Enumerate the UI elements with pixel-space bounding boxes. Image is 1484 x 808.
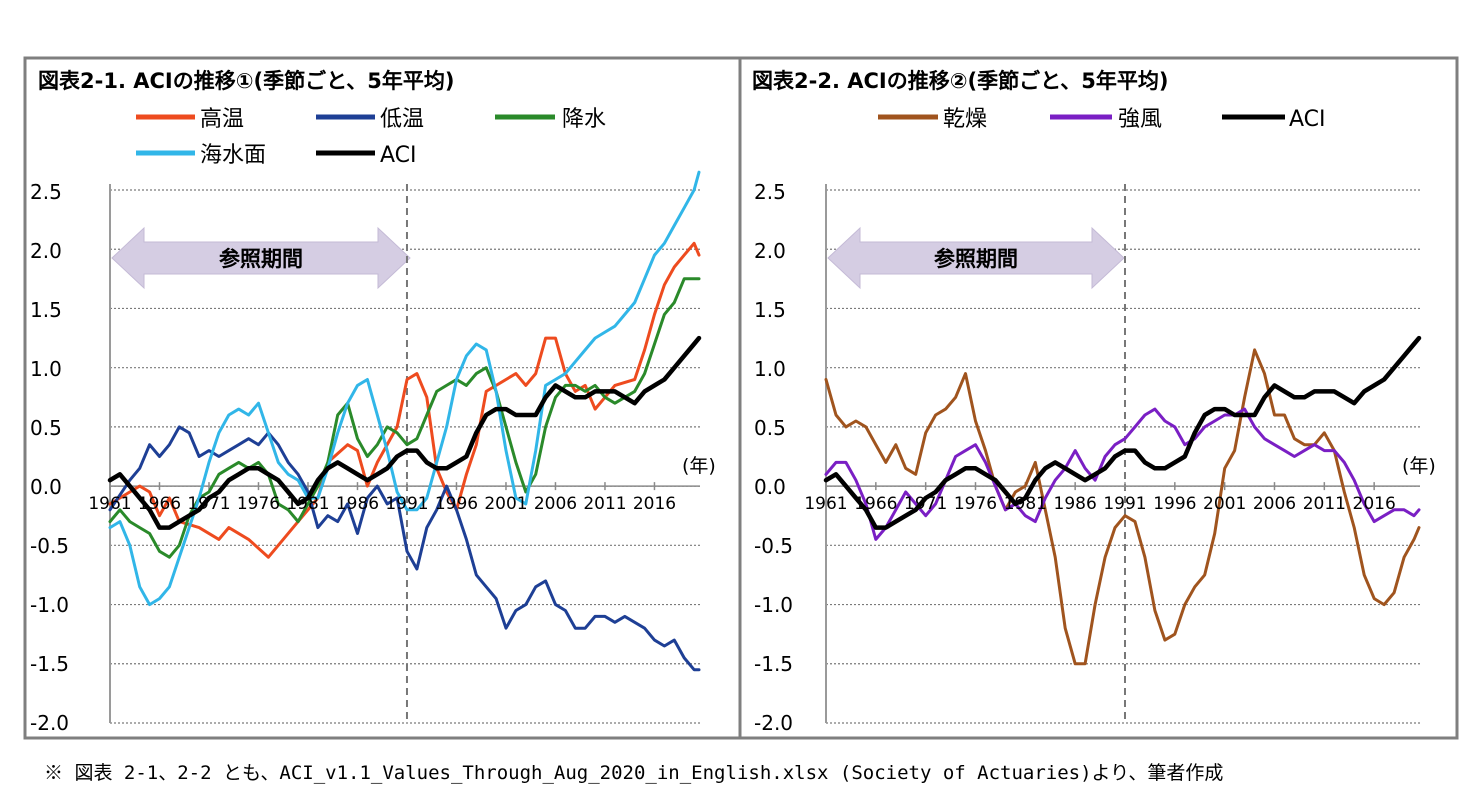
series-line — [108, 425, 701, 672]
x-unit-label: (年) — [1402, 455, 1436, 477]
legend-label: ACI — [1289, 107, 1326, 132]
y-tick-label: -1.5 — [30, 652, 69, 676]
y-tick-label: 0.0 — [30, 475, 62, 499]
y-tick-label: -1.5 — [754, 652, 793, 676]
reference-period-label: 参照期間 — [219, 247, 303, 271]
x-tick-label: 1986 — [1054, 494, 1097, 514]
legend-item: 強風 — [1050, 107, 1162, 132]
x-tick-label: 2016 — [633, 494, 676, 514]
x-tick-label: 2011 — [583, 494, 626, 514]
y-axis-ticks: 2.5 2.0 1.5 1.0 0.5 0.0 -0.5 -1.0 -1.5 -… — [754, 180, 793, 735]
series-line — [108, 241, 701, 559]
x-tick-label: 1961 — [88, 494, 131, 514]
legend-label: 海水面 — [200, 143, 266, 168]
reference-period-arrow-shape — [111, 226, 411, 290]
x-tick-label: 1971 — [904, 494, 947, 514]
x-tick-label: 1981 — [1004, 494, 1047, 514]
legend: 高温 低温 降水 海水面 ACI — [136, 107, 606, 168]
x-tick-label: 2006 — [1253, 494, 1296, 514]
series-line — [108, 277, 701, 559]
series-line — [824, 348, 1421, 666]
legend-item: ACI — [316, 143, 417, 168]
y-tick-label: -1.0 — [754, 593, 793, 617]
legend-item: 降水 — [495, 107, 606, 132]
x-tick-label: 2006 — [534, 494, 577, 514]
y-tick-label: -2.0 — [754, 711, 793, 735]
legend-item: 低温 — [316, 107, 424, 132]
x-tick-label: 1966 — [854, 494, 897, 514]
legend-label: ACI — [380, 143, 417, 168]
x-tick-label: 1976 — [237, 494, 280, 514]
y-tick-label: -2.0 — [30, 711, 69, 735]
x-tick-label: 2001 — [484, 494, 527, 514]
x-tick-label: 2001 — [1203, 494, 1246, 514]
x-unit-label: (年) — [682, 455, 716, 477]
reference-period-label: 参照期間 — [934, 247, 1018, 271]
reference-period-arrow: 参照期間 — [827, 226, 1125, 290]
legend-label: 降水 — [562, 107, 606, 132]
footnote: ※ 図表 2-1、2-2 とも、ACI_v1.1_Values_Through_… — [44, 762, 1224, 784]
y-tick-label: 0.5 — [30, 416, 62, 440]
series-line — [823, 335, 1422, 530]
chart-panel-2: 図表2-2. ACIの推移②(季節ごと、5年平均) 乾燥 強風 ACI 参照期間… — [752, 69, 1436, 735]
chart-title: 図表2-2. ACIの推移②(季節ごと、5年平均) — [752, 69, 1168, 93]
series-line — [108, 170, 701, 607]
y-tick-label: 1.5 — [30, 298, 62, 322]
y-tick-label: 2.0 — [754, 239, 786, 263]
legend-item: ACI — [1222, 107, 1326, 132]
y-axis-ticks: 2.5 2.0 1.5 1.0 0.5 0.0 -0.5 -1.0 -1.5 -… — [30, 180, 69, 735]
y-tick-label: 1.0 — [754, 357, 786, 381]
chart-panel-1: 図表2-1. ACIの推移①(季節ごと、5年平均) 高温 低温 降水 海水面 A… — [30, 69, 716, 735]
series-line — [824, 407, 1421, 541]
legend-label: 強風 — [1118, 107, 1162, 132]
legend: 乾燥 強風 ACI — [878, 107, 1326, 132]
legend-item: 海水面 — [136, 143, 266, 168]
x-tick-label: 1986 — [336, 494, 379, 514]
x-tick-label: 1976 — [954, 494, 997, 514]
legend-label: 乾燥 — [943, 107, 987, 132]
x-tick-label: 1961 — [804, 494, 847, 514]
y-tick-label: 2.0 — [30, 239, 62, 263]
y-tick-label: 1.5 — [754, 298, 786, 322]
gridlines — [826, 189, 1420, 724]
x-tick-label: 1996 — [1153, 494, 1196, 514]
x-tick-label: 1996 — [435, 494, 478, 514]
x-tick-label: 1981 — [286, 494, 329, 514]
x-tick-label: 2011 — [1303, 494, 1346, 514]
x-tick-label: 1991 — [385, 494, 428, 514]
x-tick-label: 2016 — [1353, 494, 1396, 514]
x-tick-label: 1971 — [187, 494, 230, 514]
y-tick-label: 2.5 — [754, 180, 786, 204]
chart-title: 図表2-1. ACIの推移①(季節ごと、5年平均) — [38, 69, 454, 93]
legend-label: 高温 — [200, 107, 244, 132]
x-tick-label: 1966 — [138, 494, 181, 514]
y-tick-label: -0.5 — [30, 534, 69, 558]
y-tick-label: 2.5 — [30, 180, 62, 204]
series-line — [107, 335, 702, 530]
y-tick-label: -0.5 — [754, 534, 793, 558]
y-tick-label: 0.0 — [754, 475, 786, 499]
x-tick-label: 1991 — [1103, 494, 1146, 514]
legend-item: 乾燥 — [878, 107, 987, 132]
y-tick-label: 0.5 — [754, 416, 786, 440]
y-tick-label: -1.0 — [30, 593, 69, 617]
y-tick-label: 1.0 — [30, 357, 62, 381]
legend-item: 高温 — [136, 107, 244, 132]
legend-label: 低温 — [380, 107, 424, 132]
reference-period-arrow: 参照期間 — [111, 226, 411, 290]
